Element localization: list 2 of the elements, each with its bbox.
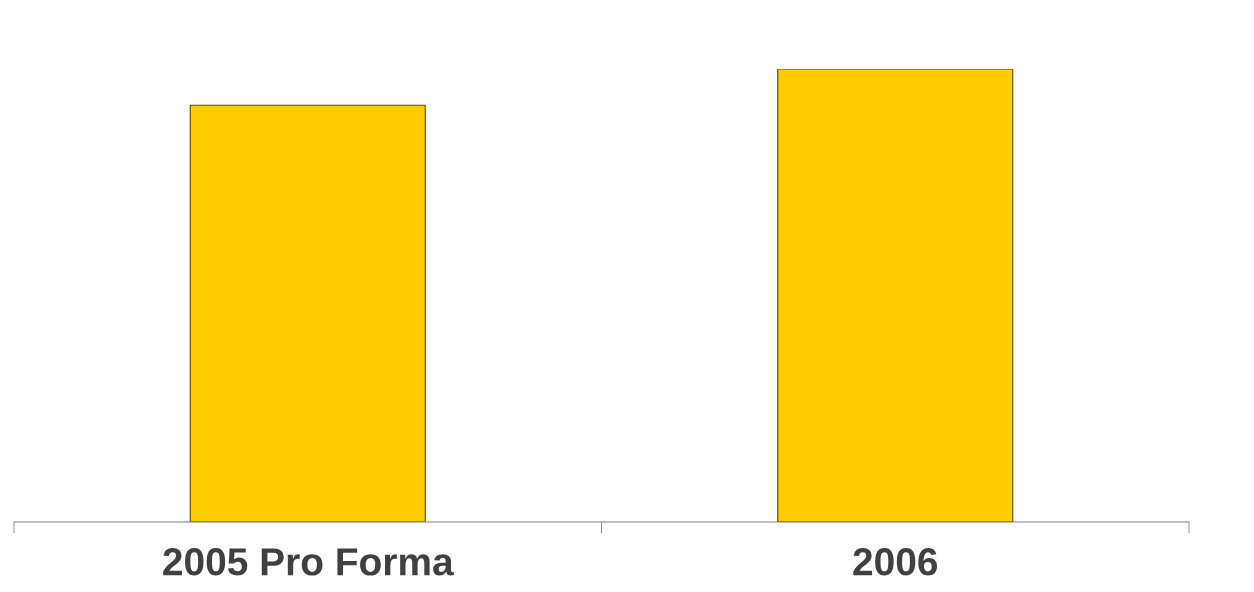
x-tick-label: 2005 Pro Forma	[163, 548, 454, 576]
x-tick-label: 2006	[853, 548, 938, 576]
